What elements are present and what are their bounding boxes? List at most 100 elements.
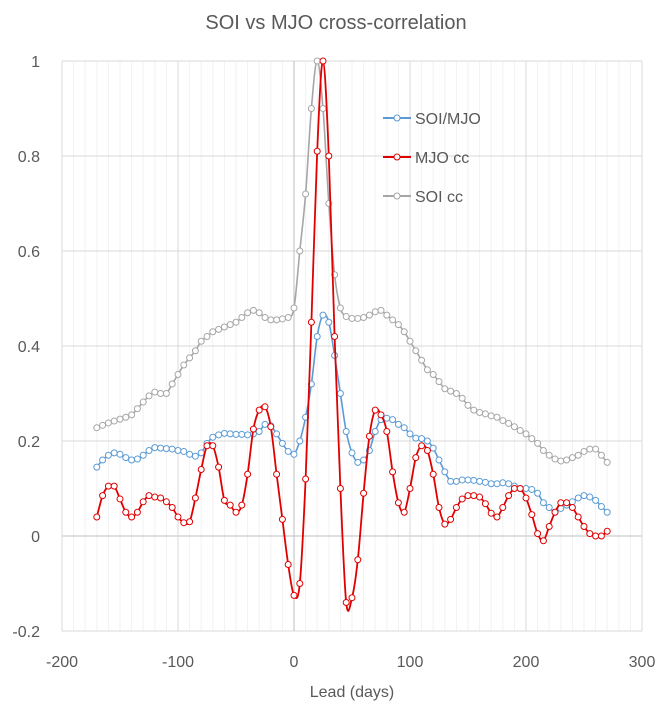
data-point [296,580,304,587]
data-point [122,454,130,462]
data-point [133,405,141,413]
data-point [481,500,489,508]
data-point [528,435,536,443]
data-point [383,311,391,319]
data-point [435,378,443,386]
data-point [226,501,234,509]
data-point [174,447,182,454]
data-point [116,495,124,503]
y-tick-label: 0.4 [18,339,40,356]
data-point [603,458,611,466]
y-tick-label: 0.6 [18,244,40,261]
data-point [180,519,188,527]
data-point [348,449,356,457]
data-point [249,306,257,314]
data-point [534,439,542,447]
data-point [499,479,507,487]
data-point [510,423,518,431]
data-point [586,445,594,453]
data-point [354,314,362,322]
data-point [319,57,327,65]
data-point [545,523,553,530]
data-point [568,498,576,506]
data-point [441,385,449,393]
data-point [597,532,605,540]
data-point [534,489,542,497]
data-point [215,431,223,439]
data-point [151,388,159,396]
data-point [505,492,513,500]
data-point [226,430,234,438]
data-point [232,508,240,516]
data-point [429,371,437,378]
data-point [244,431,252,439]
data-point [383,414,391,422]
data-point [244,309,252,317]
data-point [470,492,478,500]
data-point [284,314,292,321]
data-point [505,419,513,427]
data-point [458,495,466,503]
data-point [487,509,495,517]
x-tick-label: 0 [290,654,299,671]
data-point [522,485,530,492]
data-point [586,493,594,501]
data-point [528,485,536,493]
data-point [336,390,344,397]
data-point [580,523,588,530]
data-point [418,356,426,364]
data-point [516,485,524,492]
data-point [539,537,547,545]
data-point [458,394,466,402]
data-point [522,494,530,502]
data-point [592,532,600,540]
data-point [371,428,379,435]
data-point [400,328,408,336]
data-point [249,425,257,433]
x-tick-label: -200 [46,654,78,671]
data-point [215,463,223,471]
data-point [412,434,420,442]
data-point [180,361,188,369]
data-point [162,498,170,506]
data-point [592,445,600,453]
data-point [481,478,489,486]
data-point [487,480,495,488]
data-point [360,489,368,497]
data-point [441,468,449,476]
data-point [197,466,205,473]
data-point [476,493,484,501]
data-point [116,415,124,423]
data-point [122,508,130,516]
data-point [481,410,489,418]
data-point [499,504,507,511]
data-point [313,333,321,340]
data-point [162,445,170,453]
data-point [336,304,344,312]
data-point [307,318,315,326]
data-point [186,518,194,526]
data-point [493,413,501,421]
data-point [110,417,118,425]
data-point [278,315,286,323]
legend-label: SOI/MJO [415,111,481,128]
data-point [470,406,478,414]
x-tick-label: -100 [162,654,194,671]
data-point [452,477,460,485]
data-point [273,470,281,478]
data-point [360,314,368,321]
data-point [539,447,547,454]
data-point [238,501,246,509]
data-point [99,492,107,500]
data-point [394,420,402,428]
data-point [168,380,176,388]
data-point [238,430,246,438]
data-point [516,427,524,435]
data-point [545,451,553,459]
data-point [145,447,153,454]
legend-item-soi-mjo: SOI/MJO [383,111,481,128]
data-point [209,442,217,450]
data-point [139,398,147,406]
data-point [476,409,484,416]
data-point [557,457,565,465]
